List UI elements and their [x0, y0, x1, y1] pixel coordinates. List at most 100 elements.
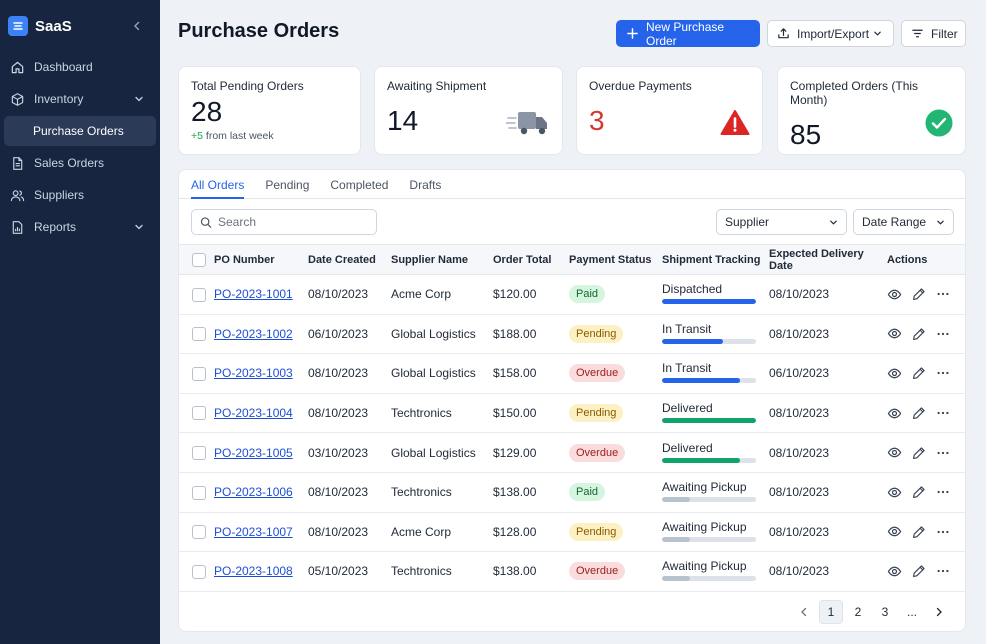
row-select-cell: [179, 393, 214, 434]
po-number-cell: PO-2023-1001: [214, 274, 308, 315]
stat-title: Awaiting Shipment: [387, 79, 487, 93]
row-checkbox[interactable]: [192, 406, 206, 421]
table-header-row: PO Number Date Created Supplier Name Ord…: [179, 244, 965, 275]
view-icon[interactable]: [887, 524, 902, 539]
sidebar-item-reports[interactable]: Reports: [4, 212, 156, 242]
next-page-button[interactable]: [927, 600, 951, 624]
view-icon[interactable]: [887, 485, 902, 500]
expected-delivery-cell: 08/10/2023: [769, 274, 887, 315]
collapse-sidebar-button[interactable]: [130, 19, 144, 33]
edit-icon[interactable]: [911, 485, 926, 500]
edit-icon[interactable]: [911, 406, 926, 421]
edit-icon[interactable]: [911, 326, 926, 341]
tab-pending[interactable]: Pending: [265, 178, 310, 192]
more-options-icon[interactable]: [935, 524, 950, 539]
supplier-select[interactable]: Supplier: [716, 209, 847, 235]
po-number-link[interactable]: PO-2023-1006: [214, 485, 293, 500]
view-icon[interactable]: [887, 406, 902, 421]
po-number-link[interactable]: PO-2023-1008: [214, 564, 293, 579]
view-icon[interactable]: [887, 445, 902, 460]
prev-page-button[interactable]: [792, 600, 816, 624]
actions-cell: [887, 512, 965, 553]
order-total-cell: $120.00: [493, 274, 569, 315]
import-export-button[interactable]: Import/Export: [767, 20, 894, 47]
table-row: PO-2023-1007 08/10/2023 Acme Corp $128.00 Pe…: [179, 512, 965, 553]
more-options-icon[interactable]: [935, 564, 950, 579]
select-all-checkbox[interactable]: [192, 252, 206, 267]
po-number-cell: PO-2023-1002: [214, 314, 308, 355]
brand: SaaS: [0, 0, 160, 52]
edit-icon[interactable]: [911, 524, 926, 539]
edit-icon[interactable]: [911, 366, 926, 381]
sidebar-item-dashboard[interactable]: Dashboard: [4, 52, 156, 82]
more-options-icon[interactable]: [935, 366, 950, 381]
more-options-icon[interactable]: [935, 485, 950, 500]
column-header[interactable]: Shipment Tracking: [662, 244, 769, 275]
stat-sub-label: from last week: [205, 130, 274, 142]
page-button-1[interactable]: 1: [819, 600, 843, 624]
column-header[interactable]: Payment Status: [569, 244, 662, 275]
more-options-icon[interactable]: [935, 287, 950, 302]
date-created-cell: 03/10/2023: [308, 432, 391, 473]
shipment-progress-fill: [662, 338, 724, 344]
row-checkbox[interactable]: [192, 366, 206, 381]
view-icon[interactable]: [887, 564, 902, 579]
view-icon[interactable]: [887, 326, 902, 341]
edit-icon[interactable]: [911, 564, 926, 579]
page-button-2[interactable]: 2: [854, 605, 862, 619]
row-checkbox[interactable]: [192, 564, 206, 579]
shipment-status-label: Delivered: [662, 401, 713, 416]
shipment-progress-fill: [662, 497, 691, 503]
view-icon[interactable]: [887, 287, 902, 302]
po-number-link[interactable]: PO-2023-1007: [214, 524, 293, 539]
edit-icon[interactable]: [911, 445, 926, 460]
sidebar-item-purchase-orders[interactable]: Purchase Orders: [4, 116, 156, 146]
supplier-name-cell: Acme Corp: [391, 274, 493, 315]
tab-completed[interactable]: Completed: [330, 178, 389, 192]
sidebar-item-inventory[interactable]: Inventory: [4, 84, 156, 114]
row-checkbox[interactable]: [192, 485, 206, 500]
warning-icon: [720, 110, 750, 135]
shipment-status-label: Dispatched: [662, 282, 723, 297]
date-range-select[interactable]: Date Range: [853, 209, 954, 235]
po-number-link[interactable]: PO-2023-1003: [214, 366, 293, 381]
shipment-progress-bar: [662, 457, 756, 463]
chevron-down-icon: [135, 224, 143, 230]
stat-value: 14: [387, 105, 419, 136]
shipment-progress-fill: [662, 378, 741, 384]
search-input[interactable]: [218, 215, 368, 229]
table-row: PO-2023-1006 08/10/2023 Techtronics $138.00…: [179, 472, 965, 513]
page-button-3[interactable]: 3: [881, 605, 889, 619]
po-number-link[interactable]: PO-2023-1005: [214, 445, 293, 460]
row-checkbox[interactable]: [192, 525, 206, 540]
sidebar-item-suppliers[interactable]: Suppliers: [4, 180, 156, 210]
column-header[interactable]: Date Created: [308, 244, 391, 275]
column-header[interactable]: Order Total: [493, 244, 569, 275]
select-label: Date Range: [862, 215, 927, 229]
column-header[interactable]: Expected Delivery Date: [769, 244, 887, 275]
new-purchase-order-button[interactable]: New Purchase Order: [616, 20, 760, 48]
view-icon[interactable]: [887, 366, 902, 381]
main-content: Purchase Orders New Purchase Order Impor…: [160, 0, 986, 644]
row-select-cell: [179, 353, 214, 394]
more-options-icon[interactable]: [935, 445, 950, 460]
more-options-icon[interactable]: [935, 326, 950, 341]
page-title: Purchase Orders: [178, 20, 340, 42]
sidebar-item-sales-orders[interactable]: Sales Orders: [4, 148, 156, 178]
filter-button[interactable]: Filter: [901, 20, 966, 47]
row-checkbox[interactable]: [192, 287, 206, 302]
tab-drafts[interactable]: Drafts: [409, 178, 442, 192]
po-number-link[interactable]: PO-2023-1001: [214, 287, 293, 302]
edit-icon[interactable]: [911, 287, 926, 302]
po-number-link[interactable]: PO-2023-1004: [214, 406, 293, 421]
more-options-icon[interactable]: [935, 406, 950, 421]
row-checkbox[interactable]: [192, 446, 206, 461]
truck-icon: [506, 112, 547, 135]
tab-all-orders[interactable]: All Orders: [191, 170, 245, 199]
shipment-status-label: In Transit: [662, 361, 712, 376]
shipment-progress-fill: [662, 536, 691, 542]
row-checkbox[interactable]: [192, 327, 206, 342]
column-header[interactable]: PO Number: [214, 244, 308, 275]
po-number-link[interactable]: PO-2023-1002: [214, 326, 293, 341]
column-header[interactable]: Supplier Name: [391, 244, 493, 275]
